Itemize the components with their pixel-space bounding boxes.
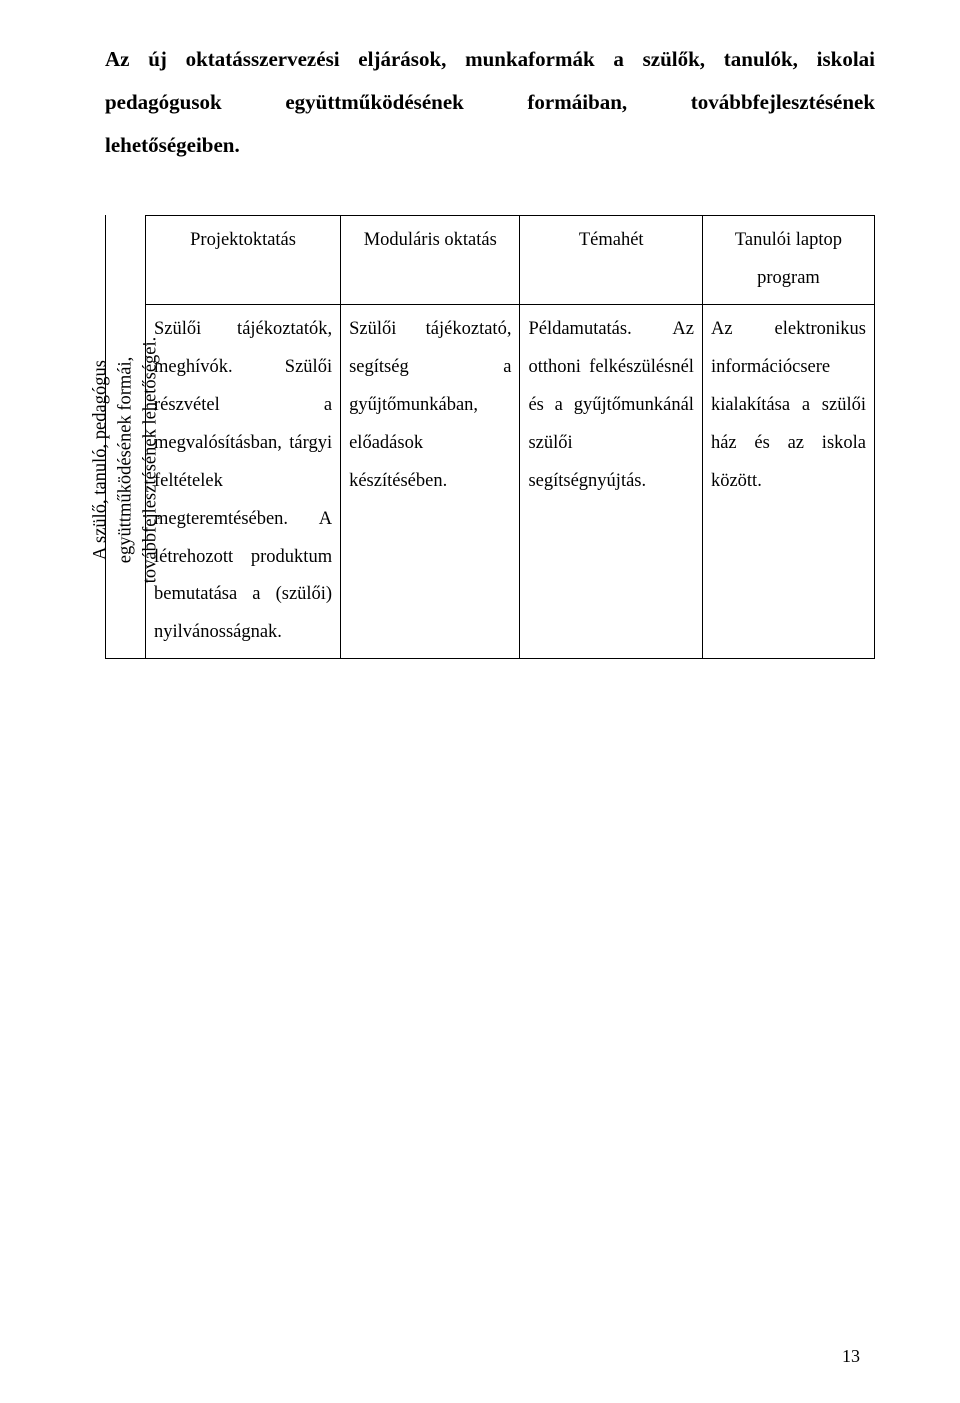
- row-header-text: A szülő, tanuló, pedagógusegyüttműködésé…: [88, 337, 163, 584]
- heading-line-2b: formáiban,: [527, 90, 627, 114]
- page-number: 13: [842, 1346, 860, 1367]
- row-header-column: A szülő, tanuló, pedagógusegyüttműködésé…: [105, 215, 145, 659]
- cell-projektoktatas: Szülői tájékoztatók, meghívók. Szülői ré…: [146, 304, 341, 658]
- cell-laptop: Az elektronikus információcsere kialakít…: [702, 304, 874, 658]
- col-header-modularis: Moduláris oktatás: [341, 216, 520, 305]
- table-container: A szülő, tanuló, pedagógusegyüttműködésé…: [105, 215, 875, 659]
- cell-modularis: Szülői tájékoztató, segítség a gyűjtőmun…: [341, 304, 520, 658]
- col-header-laptop: Tanulói laptop program: [702, 216, 874, 305]
- heading-line-2a: együttműködésének: [285, 90, 464, 114]
- col-header-temahet: Témahét: [520, 216, 703, 305]
- cell-temahet: Példamutatás. Az otthoni felkészülésnél …: [520, 304, 703, 658]
- comparison-table: Projektoktatás Moduláris oktatás Témahét…: [145, 215, 875, 659]
- col-header-projektoktatas: Projektoktatás: [146, 216, 341, 305]
- table-row: Szülői tájékoztatók, meghívók. Szülői ré…: [146, 304, 875, 658]
- document-heading: Az új oktatásszervezési eljárások, munka…: [105, 38, 875, 167]
- table-header-row: Projektoktatás Moduláris oktatás Témahét…: [146, 216, 875, 305]
